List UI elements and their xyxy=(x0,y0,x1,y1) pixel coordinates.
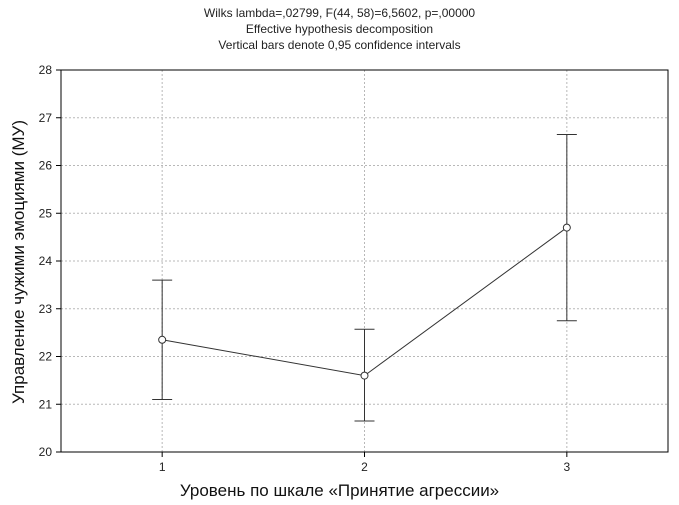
y-axis: 20 21 22 23 24 25 26 27 28 xyxy=(39,63,61,459)
y-tick-label: 22 xyxy=(39,350,53,364)
chart-title-line-1: Wilks lambda=,02799, F(44, 58)=6,5602, p… xyxy=(203,6,476,20)
data-point xyxy=(562,223,571,232)
y-tick-label: 26 xyxy=(39,159,53,173)
y-tick-label: 23 xyxy=(39,302,53,316)
data-point xyxy=(360,371,369,380)
y-tick-label: 24 xyxy=(39,254,53,268)
x-tick-label: 3 xyxy=(563,460,570,474)
data-points xyxy=(158,223,571,380)
x-axis-label: Уровень по шкале «Принятие агрессии» xyxy=(179,481,500,500)
x-axis: 1 2 3 xyxy=(159,452,570,474)
y-tick-label: 20 xyxy=(39,445,53,459)
y-tick-label: 21 xyxy=(39,397,53,411)
y-axis-label: Управление чужими эмоциями (МУ) xyxy=(9,120,28,404)
x-tick-label: 1 xyxy=(159,460,166,474)
data-point xyxy=(158,335,167,344)
y-tick-label: 28 xyxy=(39,63,53,77)
chart-title-line-3: Vertical bars denote 0,95 confidence int… xyxy=(218,38,461,52)
x-tick-label: 2 xyxy=(361,460,368,474)
chart-title-line-2: Effective hypothesis decomposition xyxy=(245,22,434,36)
y-tick-label: 25 xyxy=(39,206,53,220)
y-tick-label: 27 xyxy=(39,111,53,125)
